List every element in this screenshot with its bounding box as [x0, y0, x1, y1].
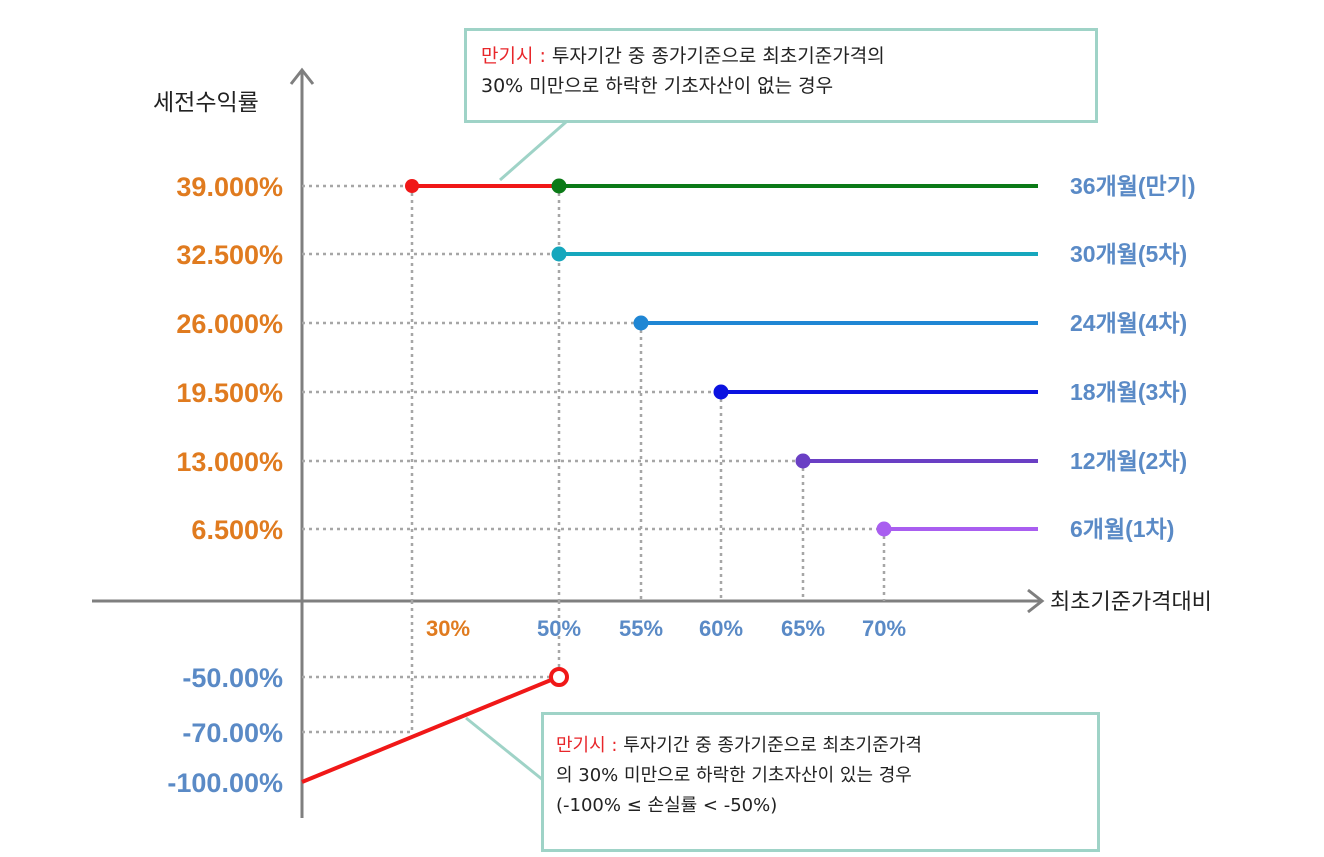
y-tick-label: -50.00%	[182, 663, 283, 693]
y-axis-title: 세전수익률	[153, 90, 259, 116]
maturity-loss-line	[301, 678, 552, 784]
x-axis-arrow-icon	[1027, 588, 1045, 614]
x-tick-label: 65%	[781, 616, 825, 641]
x-tick-label: 30%	[426, 616, 470, 641]
callout-text-line: (-100% ≤ 손실률 < -50%)	[556, 795, 778, 816]
data-point	[405, 179, 419, 193]
open-data-point	[549, 667, 569, 687]
y-tick-label: 19.500%	[176, 378, 283, 408]
data-point	[713, 384, 729, 400]
callout-text-line: 투자기간 중 종가기준으로 최초기준가격	[617, 735, 922, 756]
callout-highlight: 만기시 :	[481, 45, 546, 67]
series-label: 24개월(4차)	[1070, 310, 1187, 336]
y-tick-label: 13.000%	[176, 447, 283, 477]
series-label: 12개월(2차)	[1070, 448, 1187, 474]
y-tick-label: 32.500%	[176, 240, 283, 270]
callout-highlight: 만기시 :	[556, 735, 618, 756]
series-label: 30개월(5차)	[1070, 241, 1187, 267]
data-point	[551, 178, 567, 194]
callout-leader	[465, 716, 544, 782]
callout-text-line: 투자기간 중 종가기준으로 최초기준가격의	[545, 45, 885, 67]
x-tick-label: 60%	[699, 616, 743, 641]
y-tick-label: -100.00%	[167, 768, 283, 798]
x-axis-title: 최초기준가격대비	[1050, 590, 1212, 615]
callout-text-line: 의 30% 미만으로 하락한 기초자산이 있는 경우	[556, 765, 912, 786]
data-point	[633, 315, 649, 331]
x-tick-label: 50%	[537, 616, 581, 641]
data-point	[876, 521, 892, 537]
data-point	[551, 246, 567, 262]
series-label: 36개월(만기)	[1070, 173, 1196, 199]
y-tick-label: 39.000%	[176, 172, 283, 202]
y-tick-label: 6.500%	[191, 515, 283, 545]
y-tick-label: 26.000%	[176, 309, 283, 339]
x-tick-label: 55%	[619, 616, 663, 641]
callout-text-line: 30% 미만으로 하락한 기초자산이 없는 경우	[481, 75, 834, 97]
data-point	[795, 453, 811, 469]
maturity-no-knockin-callout: 만기시 : 투자기간 중 종가기준으로 최초기준가격의 30% 미만으로 하락한…	[464, 28, 1098, 123]
callout-leader	[499, 120, 567, 182]
maturity-knockin-callout: 만기시 : 투자기간 중 종가기준으로 최초기준가격 의 30% 미만으로 하락…	[541, 712, 1100, 852]
series-label: 6개월(1차)	[1070, 516, 1174, 542]
series-label: 18개월(3차)	[1070, 379, 1187, 405]
x-tick-label: 70%	[862, 616, 906, 641]
y-tick-label: -70.00%	[182, 718, 283, 748]
y-axis-arrow-icon	[289, 67, 315, 85]
